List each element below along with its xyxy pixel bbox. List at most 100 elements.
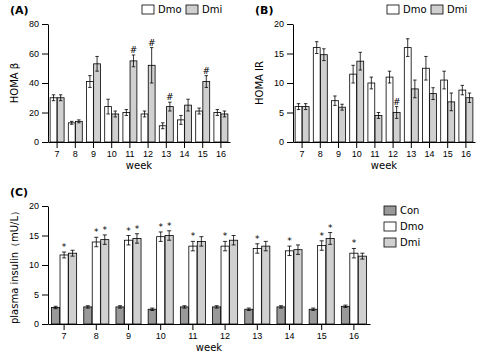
y-tick: 0 <box>34 137 48 147</box>
legend-item: Dmi <box>384 237 420 248</box>
bar <box>262 246 270 324</box>
x-tick-label: 12 <box>388 149 398 159</box>
x-tick-label: 13 <box>406 149 416 159</box>
error-bar <box>431 88 434 100</box>
legend: DmoDmi <box>387 4 467 15</box>
error-bar <box>377 113 380 119</box>
error-bar <box>328 233 332 245</box>
error-bar <box>413 80 416 98</box>
error-bar <box>167 231 171 240</box>
bar <box>339 107 346 142</box>
error-bar <box>322 49 325 61</box>
bar <box>294 250 302 324</box>
bar <box>318 246 326 324</box>
series <box>69 231 367 324</box>
bar <box>87 82 94 142</box>
error-bar <box>205 76 208 88</box>
bar <box>375 115 382 142</box>
error-bar <box>468 93 471 102</box>
y-tick-label: 20 <box>29 108 39 118</box>
x-tick-line <box>192 324 193 330</box>
y-tick-label: 5 <box>34 290 39 300</box>
x-tick-label: 16 <box>349 331 359 341</box>
x-tick-label: 14 <box>424 149 434 159</box>
annotation: # <box>393 97 401 107</box>
x-axis: 78910111213141516 <box>49 142 231 159</box>
x-tick-line <box>166 142 167 148</box>
error-bar <box>424 56 427 80</box>
y-tick-label: 40 <box>29 78 39 88</box>
x-tick-label: 10 <box>107 149 117 159</box>
y-tick-label: 10 <box>29 260 39 270</box>
error-bar <box>232 236 236 245</box>
y-axis-title: HOMA β <box>9 63 20 103</box>
error-bar <box>182 306 186 308</box>
error-bar <box>95 56 98 71</box>
y-axis: 05101520 <box>274 19 294 147</box>
y-tick-label: 5 <box>279 108 284 118</box>
x-tick-label: 8 <box>73 149 78 159</box>
bar <box>165 236 173 325</box>
panel: 78910111213141516020406080weekHOMA β(A)#… <box>9 4 231 171</box>
y-tick: 80 <box>29 19 48 29</box>
y-axis-line <box>293 25 294 143</box>
x-tick: 7 <box>300 142 305 159</box>
x-tick: 8 <box>94 324 99 341</box>
error-bar <box>264 241 268 250</box>
plot-area <box>295 39 473 142</box>
legend: ConDmoDmi <box>384 205 424 248</box>
error-bar <box>450 93 453 111</box>
x-tick-line <box>64 324 65 330</box>
x-tick-label: 12 <box>143 149 153 159</box>
bar <box>277 307 285 324</box>
bar <box>57 98 64 142</box>
bar <box>313 48 320 142</box>
y-tick: 60 <box>29 49 48 59</box>
bar <box>94 64 101 142</box>
y-tick: 40 <box>29 78 48 88</box>
x-tick: 11 <box>370 142 379 159</box>
legend-swatch <box>142 5 154 14</box>
error-bar <box>223 241 227 250</box>
x-tick-line <box>257 324 258 330</box>
x-tick: 14 <box>179 142 189 159</box>
legend-swatch <box>384 222 396 231</box>
bar <box>332 101 339 142</box>
x-tick-line <box>225 324 226 330</box>
series <box>60 232 358 324</box>
annotation: * <box>328 223 333 233</box>
x-tick-line <box>289 324 290 330</box>
x-tick: 10 <box>352 142 362 159</box>
x-tick-label: 12 <box>220 331 230 341</box>
bar <box>295 107 302 142</box>
bar <box>350 74 357 142</box>
x-tick: 7 <box>62 324 67 341</box>
x-tick: 11 <box>188 324 197 341</box>
error-bar <box>287 246 291 255</box>
panel: 7891011121314151605101520weekHOMA IR(B)#… <box>254 4 476 171</box>
y-tick-line <box>42 83 48 84</box>
annotation: * <box>191 231 196 241</box>
bar <box>404 48 411 142</box>
x-tick-label: 9 <box>126 331 131 341</box>
bar <box>84 307 92 324</box>
x-tick-label: 14 <box>179 149 189 159</box>
title: (C) <box>10 186 28 199</box>
legend-label: Dmo <box>158 4 182 15</box>
error-bar <box>161 123 164 129</box>
x-tick: 14 <box>424 142 434 159</box>
bar <box>157 237 165 324</box>
x-tick-line <box>75 142 76 148</box>
error-bar <box>216 110 219 116</box>
y-tick-label: 0 <box>34 319 39 329</box>
annotation: * <box>352 238 357 248</box>
x-tick-line <box>447 142 448 148</box>
x-tick: 9 <box>91 142 96 159</box>
legend-swatch <box>384 238 396 247</box>
x-tick-label: 9 <box>91 149 96 159</box>
bar <box>68 123 75 142</box>
x-tick: 11 <box>125 142 134 159</box>
error-bar <box>106 99 109 114</box>
error-bar <box>255 244 259 253</box>
x-tick: 15 <box>317 324 327 341</box>
